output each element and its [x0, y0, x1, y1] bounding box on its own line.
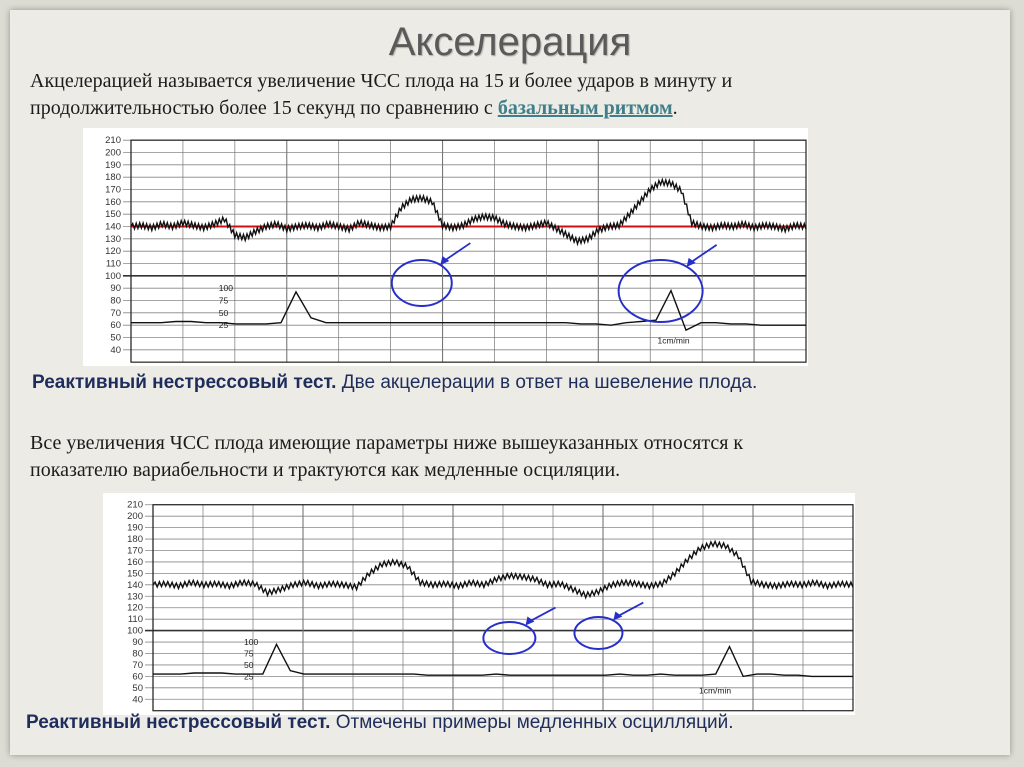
- y-tick-label: 140: [127, 580, 143, 591]
- caption-1-bold: Реактивный нестрессовый тест.: [32, 372, 337, 393]
- y-tick-label: 50: [132, 683, 143, 694]
- chart-border: [152, 504, 854, 712]
- y-tick-label: 60: [132, 671, 143, 682]
- chart-border: [130, 139, 807, 363]
- toco-trace: [153, 642, 853, 678]
- y-tick-label: 130: [127, 591, 143, 602]
- y-tick-label: 200: [105, 148, 121, 159]
- chart-background: [83, 128, 808, 366]
- y-tick-label: 70: [132, 660, 143, 671]
- y-tick-label: 50: [110, 333, 121, 344]
- toco-scale-label: 100: [219, 283, 233, 293]
- caption-reactive-test-2: Реактивный нестрессовый тест. Отмечены п…: [26, 712, 734, 734]
- ctg-chart-slow-oscillations: 2102001901801701601501401301201101009080…: [103, 493, 855, 715]
- y-tick-label: 200: [127, 511, 143, 522]
- y-tick-label: 100: [127, 626, 143, 637]
- highlight-arrow: [441, 242, 471, 263]
- highlight-circle: [482, 621, 537, 655]
- y-tick-label: 90: [110, 283, 121, 294]
- speed-label: 1cm/min: [658, 336, 690, 346]
- toco-scale-label: 25: [219, 320, 229, 330]
- y-tick-label: 40: [110, 345, 121, 356]
- caption-2-bold: Реактивный нестрессовый тест.: [26, 712, 331, 733]
- y-tick-label: 170: [127, 546, 143, 557]
- definition-line-2-prefix: продолжительностью более 15 секунд по ср…: [30, 97, 498, 119]
- toco-scale-label: 75: [244, 649, 254, 659]
- toco-trace: [131, 288, 806, 332]
- arrow-head: [686, 257, 696, 267]
- y-tick-label: 90: [132, 637, 143, 648]
- y-tick-label: 150: [127, 568, 143, 579]
- toco-scale-label: 50: [219, 308, 229, 318]
- speed-label: 1cm/min: [699, 686, 731, 696]
- slide: Акселерация Акцелерацией называется увел…: [10, 10, 1010, 755]
- ctg-chart-accelerations: 2102001901801701601501401301201101009080…: [83, 128, 808, 366]
- y-tick-label: 120: [127, 603, 143, 614]
- y-tick-label: 140: [105, 222, 121, 233]
- y-tick-label: 160: [127, 557, 143, 568]
- y-tick-label: 170: [105, 185, 121, 196]
- y-tick-label: 160: [105, 197, 121, 208]
- y-tick-label: 190: [127, 523, 143, 534]
- fhr-trace: [152, 539, 854, 600]
- highlight-circle: [573, 616, 624, 650]
- y-tick-label: 80: [132, 649, 143, 660]
- y-tick-label: 120: [105, 246, 121, 257]
- y-tick-label: 60: [110, 320, 121, 331]
- toco-scale-label: 100: [244, 637, 258, 647]
- y-tick-label: 210: [127, 500, 143, 511]
- note-text: Все увеличения ЧСС плода имеющие парамет…: [30, 430, 990, 484]
- arrow-head: [613, 611, 623, 621]
- definition-line-2-suffix: .: [672, 97, 678, 119]
- highlight-circle: [390, 259, 453, 307]
- y-tick-label: 100: [105, 271, 121, 282]
- caption-2-text: Отмечены примеры медленных осцилляций.: [330, 712, 734, 733]
- y-tick-label: 40: [132, 694, 143, 705]
- y-tick-label: 130: [105, 234, 121, 245]
- toco-scale-label: 75: [219, 296, 229, 306]
- y-tick-label: 180: [127, 534, 143, 545]
- y-tick-label: 180: [105, 172, 121, 183]
- arrow-head: [525, 616, 535, 626]
- definition-line-2: продолжительностью более 15 секунд по ср…: [30, 95, 990, 122]
- basal-rhythm-link[interactable]: базальным ритмом: [497, 97, 673, 119]
- y-tick-label: 70: [110, 308, 121, 319]
- caption-reactive-test-1: Реактивный нестрессовый тест. Две акцеле…: [32, 372, 757, 394]
- y-tick-label: 150: [105, 209, 121, 220]
- y-tick-label: 190: [105, 160, 121, 171]
- toco-scale-label: 50: [244, 660, 254, 670]
- highlight-circle: [617, 259, 704, 323]
- definition-line-1: Акцелерацией называется увеличение ЧСС п…: [30, 70, 733, 92]
- definition-text: Акцелерацией называется увеличение ЧСС п…: [30, 68, 990, 122]
- note-line-2: показателю вариабельности и трактуются к…: [30, 459, 621, 481]
- slide-title: Акселерация: [388, 20, 632, 64]
- highlight-arrow: [688, 244, 718, 265]
- toco-scale-label: 25: [244, 671, 254, 681]
- caption-1-text: Две акцелерации в ответ на шевеление пло…: [336, 372, 758, 393]
- y-tick-label: 110: [128, 614, 143, 625]
- y-tick-label: 80: [110, 296, 121, 307]
- note-line-1: Все увеличения ЧСС плода имеющие парамет…: [30, 432, 744, 454]
- fhr-trace: [130, 177, 807, 247]
- y-tick-label: 110: [106, 259, 121, 270]
- arrow-head: [440, 256, 450, 266]
- y-tick-label: 210: [105, 135, 121, 146]
- chart-background: [103, 493, 855, 715]
